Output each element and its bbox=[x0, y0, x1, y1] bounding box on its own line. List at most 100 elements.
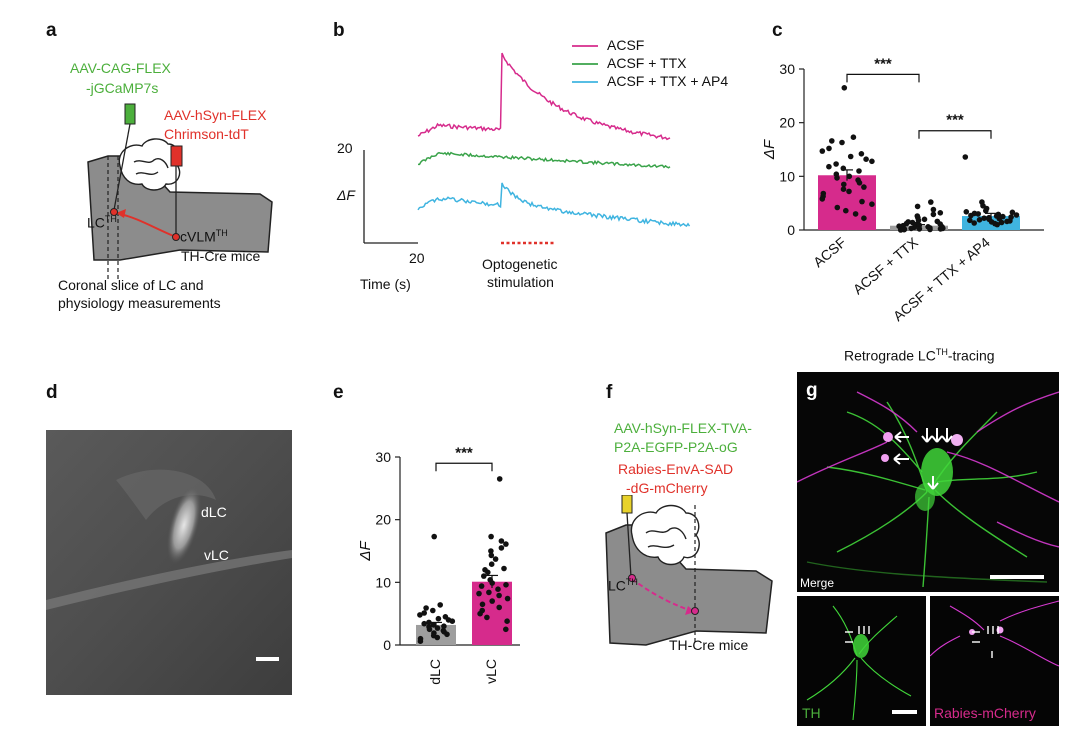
arrows-rabies bbox=[972, 626, 999, 658]
data-point bbox=[421, 620, 427, 627]
legend-ap4: ACSF + TTX + AP4 bbox=[607, 73, 729, 89]
data-point bbox=[503, 626, 509, 633]
data-point bbox=[426, 626, 433, 633]
data-point bbox=[833, 161, 839, 167]
data-point bbox=[834, 204, 841, 211]
data-point bbox=[476, 590, 482, 597]
lc-label-a: LCTH bbox=[87, 214, 117, 231]
data-point bbox=[495, 586, 501, 592]
f-lc-label: LCTH bbox=[608, 577, 638, 594]
traces-panel-b bbox=[363, 45, 691, 245]
data-point bbox=[1013, 212, 1020, 218]
data-point bbox=[847, 153, 854, 160]
data-point bbox=[819, 196, 826, 202]
data-point bbox=[971, 220, 977, 226]
y-tick-label: 20 bbox=[375, 512, 391, 528]
magenta-axons bbox=[797, 391, 1059, 548]
data-point bbox=[921, 216, 928, 223]
category-label: vLC bbox=[483, 659, 499, 684]
panel-label-g: g bbox=[806, 380, 818, 401]
data-point bbox=[481, 573, 487, 579]
data-point bbox=[501, 565, 507, 572]
y-tick-label: 10 bbox=[375, 574, 391, 590]
virus1-line2: -jGCaMP7s bbox=[86, 80, 159, 96]
data-point bbox=[498, 545, 505, 551]
pipette-red bbox=[170, 145, 183, 235]
data-point bbox=[993, 213, 1000, 219]
data-point bbox=[503, 582, 509, 588]
legend-ttx: ACSF + TTX bbox=[607, 55, 687, 71]
data-point bbox=[914, 203, 921, 210]
double-labeled-cell bbox=[883, 432, 893, 442]
data-point bbox=[937, 226, 944, 232]
dlc-label: dLC bbox=[201, 504, 227, 520]
data-point bbox=[850, 134, 857, 140]
data-point bbox=[834, 175, 840, 181]
data-point bbox=[937, 221, 943, 227]
data-point bbox=[930, 206, 937, 213]
f-cerebellum-shape bbox=[630, 504, 700, 566]
rabies-label: Rabies-mCherry bbox=[934, 705, 1036, 721]
data-point bbox=[869, 158, 875, 165]
scale-y-label: 20 bbox=[337, 140, 353, 156]
data-point bbox=[496, 604, 502, 611]
data-point bbox=[840, 186, 847, 192]
data-point bbox=[488, 561, 495, 567]
caption-a-line2: physiology measurements bbox=[58, 295, 221, 311]
th-image bbox=[797, 596, 926, 726]
data-point bbox=[496, 476, 503, 482]
th-micrograph bbox=[797, 596, 926, 726]
trace-acsf bbox=[417, 52, 671, 141]
data-point bbox=[859, 198, 865, 205]
data-point bbox=[861, 215, 867, 221]
rabies-axons bbox=[930, 600, 1059, 667]
g-title: Retrograde LCTH-tracing bbox=[844, 347, 995, 364]
data-point bbox=[1007, 218, 1013, 224]
y-axis-label: ΔF bbox=[357, 541, 374, 562]
significance-bracket bbox=[846, 73, 920, 83]
panel-label-d: d bbox=[46, 382, 58, 403]
y-tick-label: 20 bbox=[779, 115, 795, 131]
data-point bbox=[441, 623, 447, 629]
data-point bbox=[937, 210, 944, 216]
data-point bbox=[435, 615, 442, 622]
data-point bbox=[492, 556, 499, 562]
panel-label-b: b bbox=[333, 20, 345, 41]
y-tick-label: 0 bbox=[787, 222, 795, 238]
data-point bbox=[489, 598, 495, 604]
panel-label-e: e bbox=[333, 382, 344, 403]
data-point bbox=[417, 638, 424, 644]
data-point bbox=[437, 602, 443, 608]
data-point bbox=[488, 548, 494, 554]
brain-slice-diagram-f bbox=[605, 495, 773, 646]
data-point bbox=[423, 605, 429, 611]
merge-label: Merge bbox=[800, 576, 835, 590]
data-point bbox=[869, 201, 875, 207]
data-point bbox=[967, 217, 973, 224]
data-point bbox=[417, 612, 423, 618]
data-point bbox=[1009, 209, 1016, 216]
th-label: TH bbox=[802, 705, 821, 721]
data-point bbox=[975, 211, 981, 217]
category-label: ACSF + TTX bbox=[850, 234, 922, 298]
data-point bbox=[426, 619, 432, 626]
category-label: dLC bbox=[427, 659, 443, 685]
data-point bbox=[905, 219, 911, 225]
data-point bbox=[858, 151, 865, 157]
data-point bbox=[496, 592, 502, 599]
data-point bbox=[983, 207, 989, 214]
significance-bracket bbox=[918, 130, 992, 139]
panel-label-f: f bbox=[606, 382, 613, 403]
data-point bbox=[444, 631, 450, 638]
data-point bbox=[927, 226, 933, 233]
brain-slice-diagram-a bbox=[87, 103, 273, 280]
stim-label-line1: Optogenetic bbox=[482, 256, 558, 272]
y-tick-label: 10 bbox=[779, 168, 795, 184]
f-pipette bbox=[621, 495, 633, 578]
data-point bbox=[981, 215, 987, 221]
lc-slice-micrograph bbox=[46, 430, 292, 695]
data-point bbox=[841, 181, 847, 188]
data-point bbox=[498, 538, 505, 544]
bar-0 bbox=[818, 175, 876, 230]
